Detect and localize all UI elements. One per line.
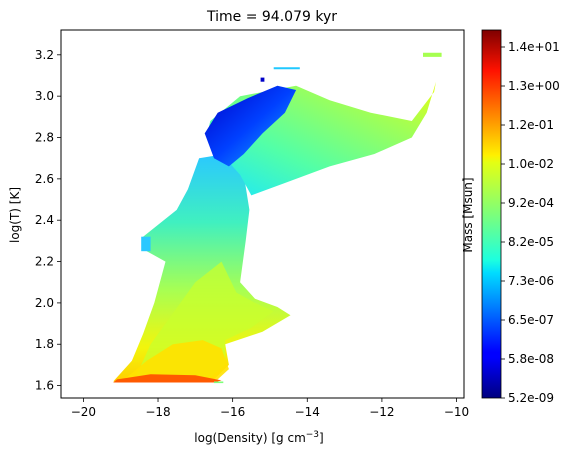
colorbar-label: Mass [Msun] [461, 177, 475, 252]
plot-area [61, 30, 464, 398]
y-tick-label: 2.8 [35, 131, 54, 145]
y-axis-label: log(T) [K] [8, 187, 22, 243]
colorbar-ticks: 5.2e-09 5.8e-08 6.5e-07 7.3e-06 8.2e-05 9.2e-… [501, 40, 560, 405]
colorbar [481, 29, 502, 399]
colorbar-tick-label: 6.5e-07 [508, 313, 554, 327]
y-tick-label: 2.0 [35, 296, 54, 310]
colorbar-tick-label: 7.3e-06 [508, 274, 554, 288]
y-axis-ticks: 1.6 1.8 2.0 2.2 2.4 2.6 2.8 3.0 3.2 [35, 48, 61, 393]
cold-dense-strip [113, 374, 222, 383]
colorbar-tick-label: 5.2e-09 [508, 391, 554, 405]
low-mass-blue-region [204, 85, 297, 167]
chart-title: Time = 94.079 kyr [206, 9, 337, 25]
bottom-trail [214, 381, 224, 384]
y-tick-label: 3.0 [35, 89, 54, 103]
colorbar-tick-label: 1.0e-02 [508, 157, 554, 171]
top-patch-right [423, 52, 442, 57]
x-tick-label: −12 [369, 405, 394, 419]
x-tick-label: −16 [220, 405, 245, 419]
colorbar-tick-label: 1.4e+01 [508, 40, 560, 54]
x-tick-label: −18 [145, 405, 170, 419]
heatmap-regions [113, 52, 442, 384]
left-patch [141, 236, 151, 252]
top-patch-left [273, 67, 300, 70]
colorbar-tick-label: 9.2e-04 [508, 196, 554, 210]
y-tick-label: 2.4 [35, 213, 54, 227]
plot-frame [60, 29, 465, 399]
y-tick-label: 2.2 [35, 255, 54, 269]
x-tick-label: −20 [71, 405, 96, 419]
y-tick-label: 1.8 [35, 337, 54, 351]
y-tick-label: 3.2 [35, 48, 54, 62]
x-axis-ticks: −20 −18 −16 −14 −12 −10 [71, 398, 469, 419]
x-tick-label: −14 [295, 405, 320, 419]
x-axis-label: log(Density) [g cm−3] [194, 430, 323, 445]
stray-patch [260, 77, 265, 82]
colorbar-tick-label: 1.3e+00 [508, 79, 560, 93]
dense-base-region [124, 340, 229, 380]
y-tick-label: 2.6 [35, 172, 54, 186]
colorbar-tick-label: 8.2e-05 [508, 235, 554, 249]
colorbar-tick-label: 1.2e-01 [508, 118, 554, 132]
y-tick-label: 1.6 [35, 379, 54, 393]
colorbar-tick-label: 5.8e-08 [508, 352, 554, 366]
x-tick-label: −10 [444, 405, 469, 419]
